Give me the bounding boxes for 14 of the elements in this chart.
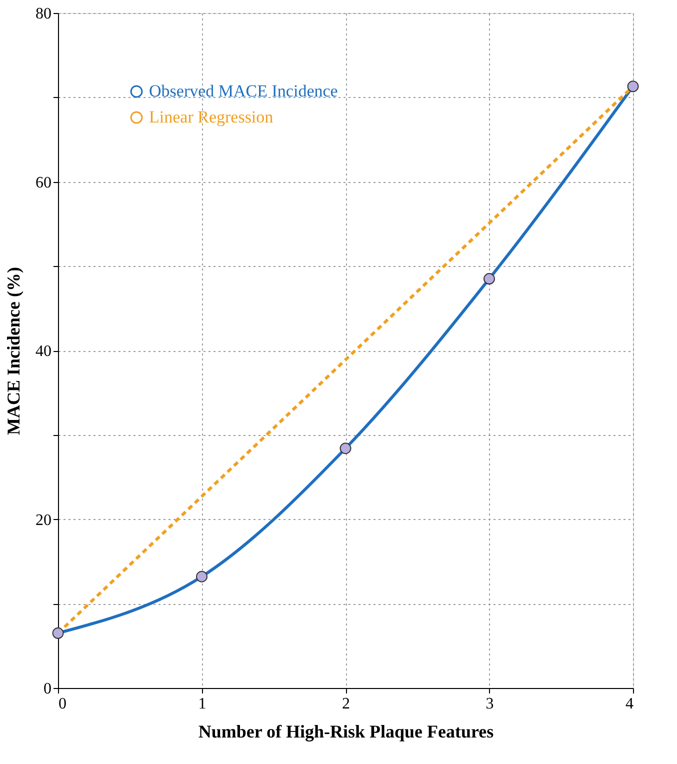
y-tick-label: 0: [44, 680, 52, 698]
x-tick-label: 4: [626, 696, 634, 712]
x-axis-title: Number of High-Risk Plaque Features: [198, 722, 494, 742]
y-tick-label: 80: [36, 6, 52, 22]
legend-label: Observed MACE Incidence: [149, 82, 338, 100]
legend-label: Linear Regression: [149, 108, 274, 126]
y-tick-label: 40: [36, 343, 52, 360]
x-tick-label: 2: [342, 696, 350, 712]
x-tick-label: 0: [58, 696, 66, 712]
y-tick-label: 60: [36, 174, 52, 192]
y-axis-title: MACE Incidence (%): [4, 267, 24, 435]
x-tick-label: 3: [486, 696, 494, 712]
x-tick-label: 1: [198, 696, 206, 712]
y-tick-label: 20: [36, 512, 52, 529]
